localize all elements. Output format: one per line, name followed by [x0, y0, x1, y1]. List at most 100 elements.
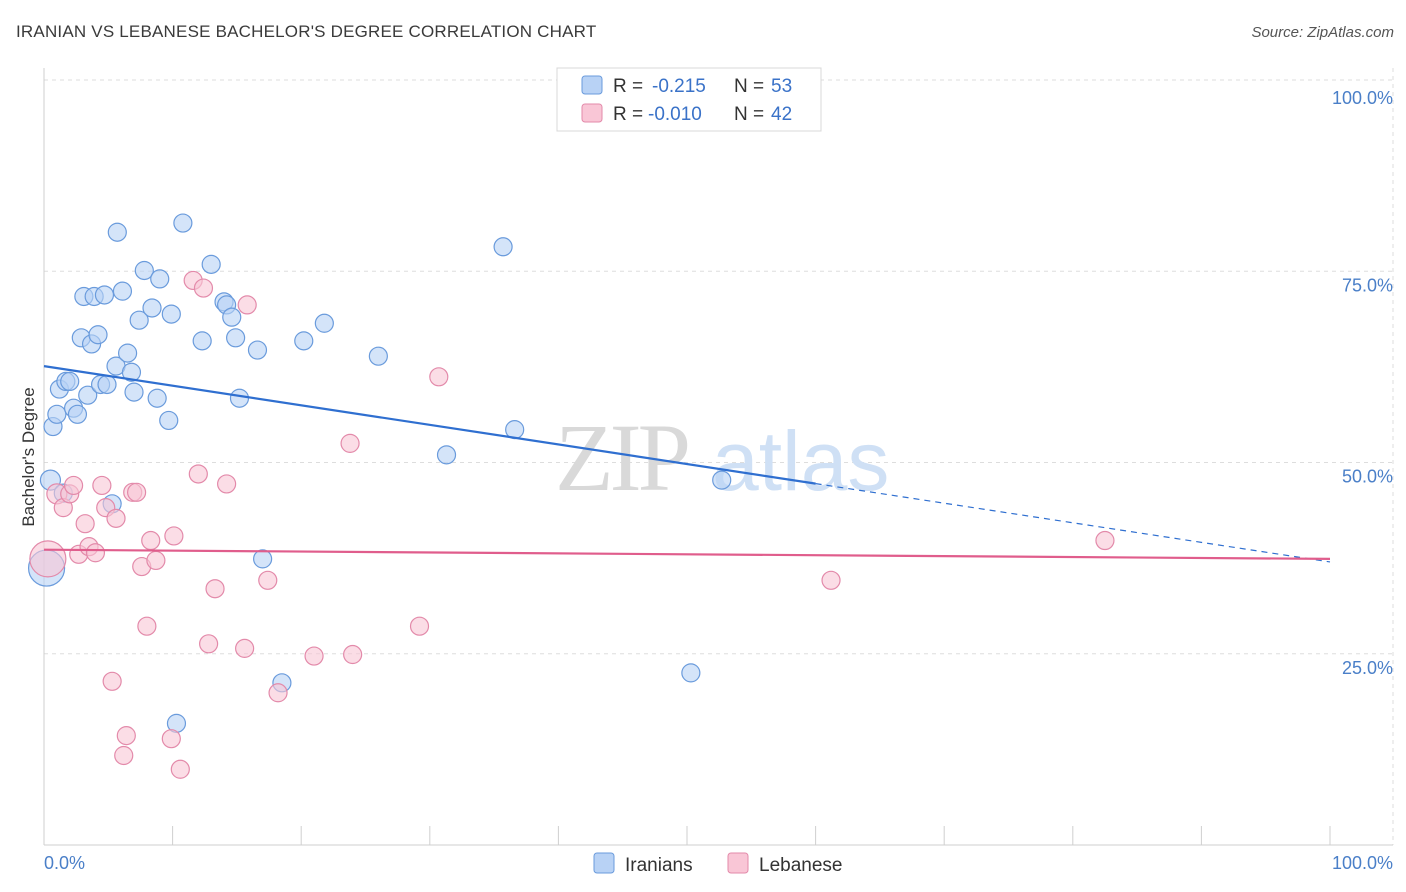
- iranian-point: [253, 549, 273, 569]
- iranian-point: [173, 213, 193, 233]
- x-tick-label-max: 100.0%: [1332, 853, 1393, 873]
- y-tick-label-75: 75.0%: [1342, 275, 1393, 295]
- lebanese-point: [146, 550, 166, 571]
- lebanese-point: [188, 464, 208, 484]
- iranian-point: [78, 385, 98, 405]
- iranian-point: [314, 313, 334, 333]
- watermark: ZIP atlas: [555, 404, 889, 511]
- lebanese-point: [237, 295, 257, 315]
- lebanese-point: [102, 671, 122, 691]
- lebanese-point: [429, 367, 449, 387]
- lebanese-point: [1095, 530, 1115, 551]
- y-tick-label-25: 25.0%: [1342, 658, 1393, 678]
- watermark-atlas: atlas: [712, 414, 889, 508]
- iranian-point: [294, 331, 314, 351]
- lebanese-point: [304, 646, 324, 666]
- iranian-point: [117, 343, 138, 363]
- lebanese-point: [193, 278, 214, 298]
- lebanese-trend-line: [43, 548, 1331, 560]
- iranian-point: [681, 663, 701, 683]
- lebanese-point: [75, 514, 95, 534]
- lebanese-point: [126, 482, 147, 502]
- iranian-point: [60, 371, 80, 392]
- iranian-point: [201, 254, 221, 274]
- iranian-point: [161, 304, 181, 324]
- lebanese-point: [821, 570, 841, 590]
- series-lebanese: [29, 270, 1115, 779]
- iranian-point: [229, 388, 250, 408]
- lebanese-point: [205, 579, 225, 599]
- legend-r-value-iranians: -0.215: [652, 76, 706, 97]
- iranian-point: [247, 340, 268, 360]
- legend-r-label-lebanese: R =: [613, 104, 643, 125]
- iranian-point: [493, 237, 513, 257]
- lebanese-point: [92, 475, 112, 496]
- iranian-point: [134, 260, 154, 281]
- iranian-point: [88, 325, 108, 345]
- lebanese-point: [258, 570, 278, 590]
- iranians-trend-line: [43, 365, 816, 485]
- legend-n-value-lebanese: 42: [771, 104, 792, 125]
- bottom-legend-label-lebanese: Lebanese: [759, 855, 842, 876]
- lebanese-point: [409, 616, 430, 636]
- iranian-point: [142, 298, 162, 318]
- lebanese-point: [141, 530, 161, 551]
- legend-n-label-iranians: N =: [734, 76, 764, 97]
- iranian-point: [192, 331, 212, 351]
- lebanese-point: [85, 543, 106, 563]
- iranian-point: [107, 222, 127, 242]
- trend-lines: [43, 365, 1331, 563]
- bottom-legend-swatch-lebanese: [727, 852, 749, 874]
- iranian-point: [112, 281, 133, 301]
- legend-r-label-iranians: R =: [613, 76, 643, 97]
- lebanese-point: [170, 759, 190, 779]
- iranian-point: [712, 470, 732, 490]
- iranian-point: [121, 362, 142, 382]
- series-legend: Iranians Lebanese: [593, 852, 842, 876]
- legend-r-value-lebanese: -0.010: [648, 104, 702, 125]
- legend-n-value-iranians: 53: [771, 76, 792, 97]
- lebanese-point: [116, 726, 136, 746]
- chart-title: IRANIAN VS LEBANESE BACHELOR'S DEGREE CO…: [16, 22, 597, 41]
- y-tick-label-100: 100.0%: [1332, 88, 1393, 108]
- legend-swatch-iranians: [581, 75, 603, 95]
- lebanese-point: [63, 475, 84, 496]
- iranian-point: [129, 310, 149, 330]
- iranian-point: [159, 410, 179, 431]
- lebanese-point: [164, 526, 184, 546]
- iranian-point: [226, 328, 246, 348]
- lebanese-point: [137, 616, 157, 636]
- iranian-point: [124, 382, 144, 402]
- iranian-point: [97, 374, 117, 395]
- lebanese-point: [268, 683, 288, 703]
- lebanese-point: [29, 540, 67, 578]
- lebanese-point: [199, 634, 219, 654]
- lebanese-point: [340, 433, 360, 453]
- lebanese-point: [235, 638, 255, 658]
- y-axis-label: Bachelor's Degree: [19, 387, 38, 526]
- iranian-point: [436, 445, 457, 465]
- bottom-legend-label-iranians: Iranians: [625, 855, 693, 876]
- lebanese-point: [343, 644, 363, 665]
- watermark-zip: ZIP: [555, 404, 688, 511]
- y-tick-labels: 25.0% 50.0% 75.0% 100.0%: [1332, 88, 1393, 678]
- lebanese-point: [217, 474, 237, 494]
- legend-swatch-lebanese: [581, 103, 603, 123]
- lebanese-point: [114, 745, 134, 766]
- iranian-point: [368, 346, 388, 366]
- legend-n-label-lebanese: N =: [734, 104, 764, 125]
- lebanese-point: [106, 508, 126, 528]
- iranian-point: [94, 285, 115, 305]
- iranians-trend-line-extension: [815, 483, 1331, 563]
- iranian-point: [222, 307, 242, 327]
- x-tick-label-min: 0.0%: [44, 853, 85, 873]
- y-tick-label-50: 50.0%: [1342, 467, 1393, 487]
- source-label: Source: ZipAtlas.com: [1251, 24, 1394, 41]
- iranian-point: [147, 388, 167, 408]
- bottom-legend-swatch-iranians: [593, 852, 615, 874]
- lebanese-point: [161, 729, 181, 749]
- axes: [43, 68, 1393, 846]
- iranian-point: [47, 404, 67, 424]
- iranian-point: [150, 269, 170, 289]
